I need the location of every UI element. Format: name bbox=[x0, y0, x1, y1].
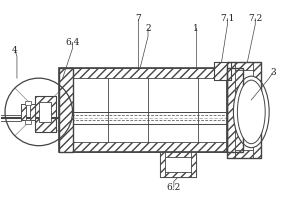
Bar bbox=[30, 104, 35, 120]
Bar bbox=[227, 62, 236, 158]
Text: 6.2: 6.2 bbox=[167, 183, 181, 192]
Bar bbox=[214, 62, 231, 80]
Bar bbox=[58, 68, 227, 152]
Ellipse shape bbox=[237, 80, 265, 144]
Text: 3: 3 bbox=[270, 68, 276, 77]
Bar bbox=[58, 68, 73, 152]
Bar bbox=[160, 172, 196, 177]
Bar bbox=[21, 104, 35, 120]
Bar bbox=[25, 120, 31, 124]
Bar bbox=[58, 68, 227, 78]
Bar bbox=[58, 68, 73, 152]
Bar bbox=[39, 102, 51, 122]
Bar bbox=[160, 152, 196, 177]
Text: 2: 2 bbox=[145, 24, 151, 33]
Bar bbox=[227, 68, 243, 152]
Bar bbox=[227, 150, 261, 158]
Bar bbox=[21, 104, 26, 120]
Text: 7: 7 bbox=[135, 14, 141, 23]
Bar bbox=[227, 62, 261, 70]
Text: 7.1: 7.1 bbox=[220, 14, 235, 23]
Bar bbox=[160, 152, 196, 157]
Bar bbox=[58, 142, 227, 152]
Bar bbox=[191, 152, 196, 177]
Bar bbox=[227, 62, 261, 158]
Text: 1: 1 bbox=[193, 24, 199, 33]
Text: 6.4: 6.4 bbox=[65, 38, 80, 47]
Text: 7.2: 7.2 bbox=[248, 14, 262, 23]
Ellipse shape bbox=[233, 76, 269, 148]
Bar bbox=[253, 62, 261, 158]
Bar bbox=[35, 96, 56, 132]
Bar bbox=[160, 152, 165, 177]
Bar bbox=[227, 68, 243, 152]
Bar bbox=[214, 62, 231, 80]
Bar bbox=[35, 96, 56, 132]
Bar bbox=[25, 101, 31, 105]
Text: 4: 4 bbox=[12, 46, 18, 55]
